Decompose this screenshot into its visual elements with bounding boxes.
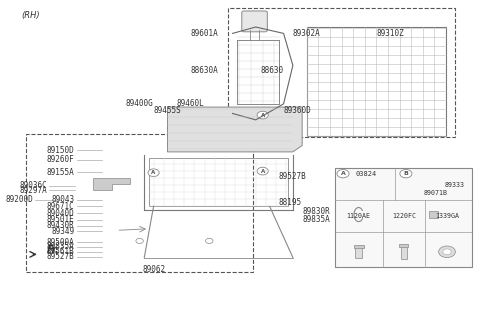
Text: 03824: 03824: [356, 171, 377, 177]
Bar: [401, 245, 407, 259]
Text: 89430R: 89430R: [47, 221, 74, 230]
Text: 89333: 89333: [445, 182, 465, 188]
Bar: [354, 245, 364, 248]
Text: 88630A: 88630A: [191, 66, 218, 75]
Text: Fr.: Fr.: [47, 245, 60, 255]
Text: B: B: [404, 171, 408, 176]
FancyBboxPatch shape: [242, 11, 267, 32]
Text: A: A: [261, 113, 265, 118]
Text: 89043: 89043: [51, 195, 74, 204]
Text: 89036C: 89036C: [19, 181, 47, 190]
Text: 89071B: 89071B: [424, 190, 448, 196]
Text: 89501E: 89501E: [47, 215, 74, 224]
Text: A: A: [151, 170, 156, 175]
Polygon shape: [168, 107, 302, 152]
Bar: [149, 158, 288, 206]
Text: 89671C: 89671C: [47, 202, 74, 211]
Text: 89155A: 89155A: [47, 168, 74, 177]
Bar: [399, 244, 408, 247]
Bar: [307, 27, 446, 136]
Text: 89360D: 89360D: [284, 106, 312, 115]
Text: 89455S: 89455S: [154, 106, 181, 115]
Bar: [355, 246, 362, 257]
Text: 89297A: 89297A: [19, 186, 47, 195]
Text: A: A: [341, 171, 346, 176]
Circle shape: [443, 249, 451, 255]
Text: 89040D: 89040D: [47, 209, 74, 218]
Text: 89302A: 89302A: [293, 29, 321, 38]
Bar: [228, 8, 456, 138]
Bar: [26, 134, 253, 272]
Circle shape: [439, 246, 456, 257]
Text: 89500A: 89500A: [47, 238, 74, 247]
Text: 89260F: 89260F: [47, 155, 74, 164]
Text: 1120AE: 1120AE: [347, 213, 371, 219]
Circle shape: [136, 238, 144, 244]
Text: A: A: [261, 169, 265, 173]
Text: 1220FC: 1220FC: [392, 213, 416, 219]
Text: 89601A: 89601A: [191, 29, 218, 38]
Text: 88630: 88630: [260, 66, 284, 75]
Bar: [335, 168, 472, 267]
Circle shape: [148, 169, 159, 177]
Text: 89527B: 89527B: [279, 172, 307, 181]
Text: 89200D: 89200D: [5, 195, 33, 204]
Circle shape: [257, 167, 268, 175]
Text: 89460L: 89460L: [177, 99, 204, 108]
Text: 89349: 89349: [51, 227, 74, 236]
Text: 89310Z: 89310Z: [376, 29, 404, 38]
Text: 89150D: 89150D: [47, 146, 74, 155]
Text: 89835A: 89835A: [302, 215, 330, 224]
Circle shape: [400, 170, 412, 178]
Text: 88195: 88195: [279, 198, 302, 207]
Text: 89835A: 89835A: [47, 243, 74, 252]
Circle shape: [205, 238, 213, 244]
Polygon shape: [93, 178, 131, 190]
Text: 89527B: 89527B: [47, 252, 74, 261]
Text: (RH): (RH): [21, 11, 40, 20]
Text: 89561B: 89561B: [47, 247, 74, 256]
Text: 89830R: 89830R: [302, 207, 330, 216]
Text: 89400G: 89400G: [126, 99, 154, 108]
Text: 1339GA: 1339GA: [435, 213, 459, 219]
Circle shape: [337, 170, 349, 178]
Circle shape: [257, 111, 268, 119]
Bar: [429, 211, 438, 218]
Text: 89062: 89062: [142, 265, 165, 274]
